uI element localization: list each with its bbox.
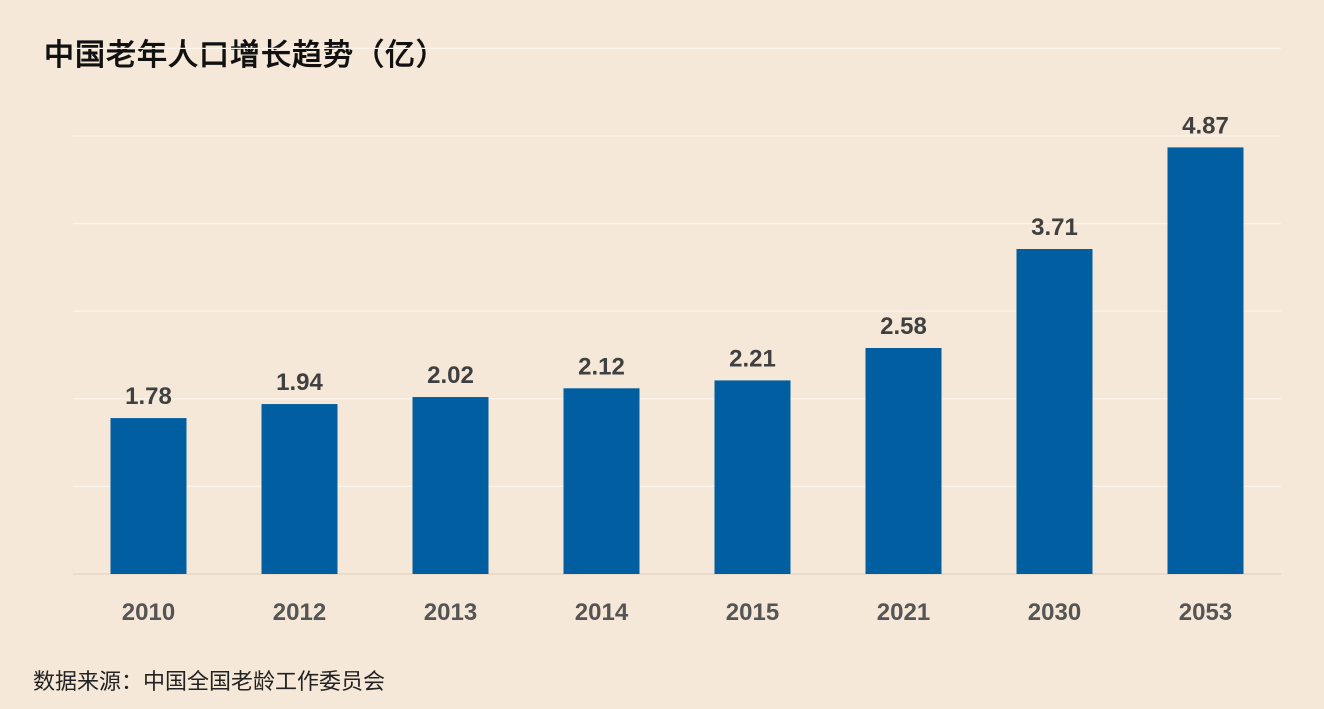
x-tick-label-2015: 2015 xyxy=(726,599,779,626)
x-tick-label-2010: 2010 xyxy=(122,599,175,626)
bar-2015 xyxy=(714,380,791,574)
data-labels: 1.78 1.94 2.02 2.12 2.21 2.58 3.71 4.87 xyxy=(125,112,1229,410)
data-label-2053: 4.87 xyxy=(1182,112,1229,139)
x-tick-label-2014: 2014 xyxy=(575,599,629,626)
data-label-2014: 2.12 xyxy=(578,353,625,380)
data-label-2015: 2.21 xyxy=(729,345,776,372)
x-tick-label-2030: 2030 xyxy=(1028,599,1081,626)
data-label-2021: 2.58 xyxy=(880,313,927,340)
bar-2030 xyxy=(1016,249,1093,574)
gridlines xyxy=(73,47,1281,575)
x-tick-label-2053: 2053 xyxy=(1179,599,1232,626)
bar-2014 xyxy=(563,388,640,574)
bar-2013 xyxy=(412,397,489,574)
bars xyxy=(110,147,1244,574)
source-note: 数据来源：中国全国老龄工作委员会 xyxy=(33,670,386,695)
x-tick-label-2013: 2013 xyxy=(424,599,477,626)
x-tick-label-2012: 2012 xyxy=(273,599,326,626)
x-tick-label-2021: 2021 xyxy=(877,599,930,626)
bar-2010 xyxy=(110,418,187,574)
bar-2021 xyxy=(865,347,942,574)
bar-2053 xyxy=(1167,147,1244,574)
x-axis-ticks: 2010 2012 2013 2014 2015 2021 2030 2053 xyxy=(122,599,1232,626)
data-label-2010: 1.78 xyxy=(125,383,172,410)
data-label-2012: 1.94 xyxy=(276,369,323,396)
data-label-2013: 2.02 xyxy=(427,362,474,389)
data-label-2030: 3.71 xyxy=(1031,214,1078,241)
chart-title: 中国老年人口增长趋势（亿） xyxy=(44,38,447,73)
bar-2012 xyxy=(261,404,338,574)
